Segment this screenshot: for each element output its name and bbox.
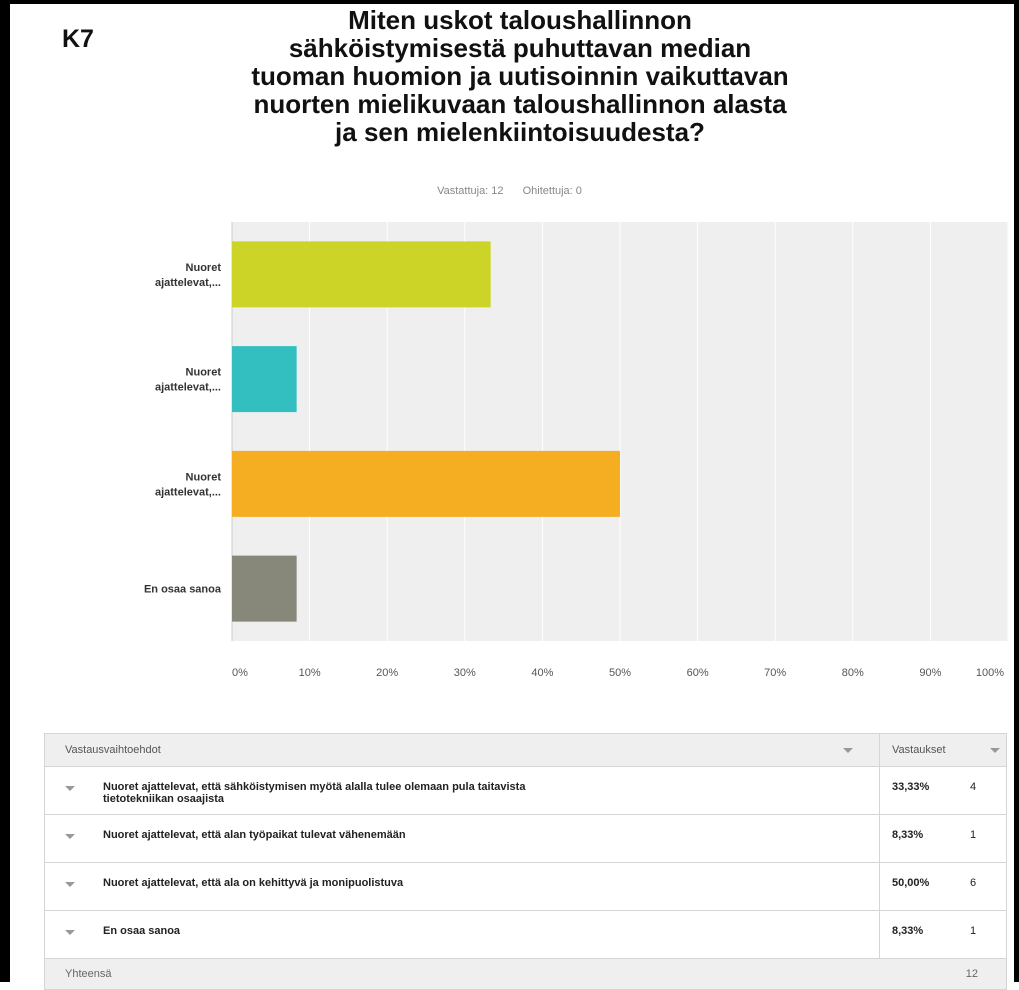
expand-chevron-icon[interactable] <box>65 834 75 839</box>
bar <box>232 450 620 517</box>
bar-chart: 0% 10% 20% 30% 40% 50% 60% 70% 80% 90% 100% Nuoret a… <box>144 222 1009 679</box>
choice-text-cont: tietotekniikan osaajista <box>103 793 225 805</box>
expand-chevron-icon[interactable] <box>65 930 75 935</box>
choice-text: Nuoret ajattelevat, että sähköistymisen … <box>103 781 526 793</box>
x-tick-label: 20% <box>376 667 398 679</box>
title-line: sähköistymisestä puhuttavan median <box>288 33 752 63</box>
response-cell: 33,33% 4 <box>879 766 1007 815</box>
header-choices-label: Vastausvaihtoehdot <box>65 744 161 756</box>
response-cell: 8,33% 1 <box>879 814 1007 863</box>
x-tick-label: 70% <box>764 667 786 679</box>
total-cell: Yhteensä 12 <box>44 958 1007 990</box>
response-cell: 8,33% 1 <box>879 910 1007 959</box>
table-header-row: Vastausvaihtoehdot Vastaukset <box>44 733 1007 767</box>
response-count: 1 <box>970 925 977 937</box>
response-percent: 8,33% <box>892 925 924 937</box>
category-label: ajattelevat,... <box>155 277 221 289</box>
title-line: nuorten mielikuvaan taloushallinnon alas… <box>253 89 787 119</box>
chart-title: Miten uskot taloushallinnon sähköistymis… <box>170 6 870 146</box>
category-label: Nuoret <box>186 471 222 483</box>
response-stats: Vastattuja: 12 Ohitettuja: 0 <box>0 185 1019 197</box>
x-tick-label: 10% <box>299 667 321 679</box>
title-line: ja sen mielenkiintoisuudesta? <box>335 117 705 147</box>
title-line: Miten uskot taloushallinnon <box>348 5 692 35</box>
x-tick-label: 90% <box>919 667 941 679</box>
choice-cell: Nuoret ajattelevat, että sähköistymisen … <box>44 766 880 815</box>
x-tick-label: 40% <box>531 667 553 679</box>
x-tick-label: 0% <box>232 667 248 679</box>
category-label: Nuoret <box>186 262 222 274</box>
choice-text: Nuoret ajattelevat, että alan työpaikat … <box>103 829 406 841</box>
response-percent: 50,00% <box>892 877 930 889</box>
category-label: Nuoret <box>186 367 222 379</box>
total-label: Yhteensä <box>65 968 112 980</box>
table-row: Nuoret ajattelevat, että alan työpaikat … <box>44 814 1007 863</box>
responses-table: Vastausvaihtoehdot Vastaukset Nuoret aja… <box>44 733 1007 990</box>
sort-chevron-icon[interactable] <box>990 748 1000 753</box>
choice-cell: Nuoret ajattelevat, että ala on kehittyv… <box>44 862 880 911</box>
choice-text: En osaa sanoa <box>103 925 181 937</box>
bar <box>232 241 491 308</box>
response-count: 1 <box>970 829 977 841</box>
bar <box>232 346 297 413</box>
expand-chevron-icon[interactable] <box>65 882 75 887</box>
table-row: En osaa sanoa 8,33% 1 <box>44 910 1007 959</box>
total-row: Yhteensä 12 <box>44 958 1007 990</box>
title-line: tuoman huomion ja uutisoinnin vaikuttava… <box>251 61 789 91</box>
response-count: 4 <box>970 781 977 793</box>
x-tick-label: 60% <box>687 667 709 679</box>
expand-chevron-icon[interactable] <box>65 786 75 791</box>
response-percent: 33,33% <box>892 781 930 793</box>
response-count: 6 <box>970 877 977 889</box>
answered-count: Vastattuja: 12 <box>437 185 504 197</box>
question-label: K7 <box>62 25 94 53</box>
response-cell: 50,00% 6 <box>879 862 1007 911</box>
x-tick-label: 80% <box>842 667 864 679</box>
category-label: En osaa sanoa <box>144 584 222 596</box>
table-row: Nuoret ajattelevat, että sähköistymisen … <box>44 766 1007 815</box>
response-percent: 8,33% <box>892 829 924 841</box>
header-responses-label: Vastaukset <box>892 744 946 756</box>
choice-cell: Nuoret ajattelevat, että alan työpaikat … <box>44 814 880 863</box>
total-count: 12 <box>965 968 978 980</box>
x-tick-label: 50% <box>609 667 631 679</box>
table-row: Nuoret ajattelevat, että ala on kehittyv… <box>44 862 1007 911</box>
category-label: ajattelevat,... <box>155 486 221 498</box>
skipped-count: Ohitettuja: 0 <box>522 185 582 197</box>
x-tick-label: 30% <box>454 667 476 679</box>
choice-cell: En osaa sanoa <box>44 910 880 959</box>
choice-text: Nuoret ajattelevat, että ala on kehittyv… <box>103 877 404 889</box>
x-tick-label: 100% <box>976 667 1004 679</box>
sort-chevron-icon[interactable] <box>843 748 853 753</box>
category-label: ajattelevat,... <box>155 382 221 394</box>
header-responses[interactable]: Vastaukset <box>879 733 1007 767</box>
bar <box>232 555 297 622</box>
header-choices[interactable]: Vastausvaihtoehdot <box>44 733 880 767</box>
